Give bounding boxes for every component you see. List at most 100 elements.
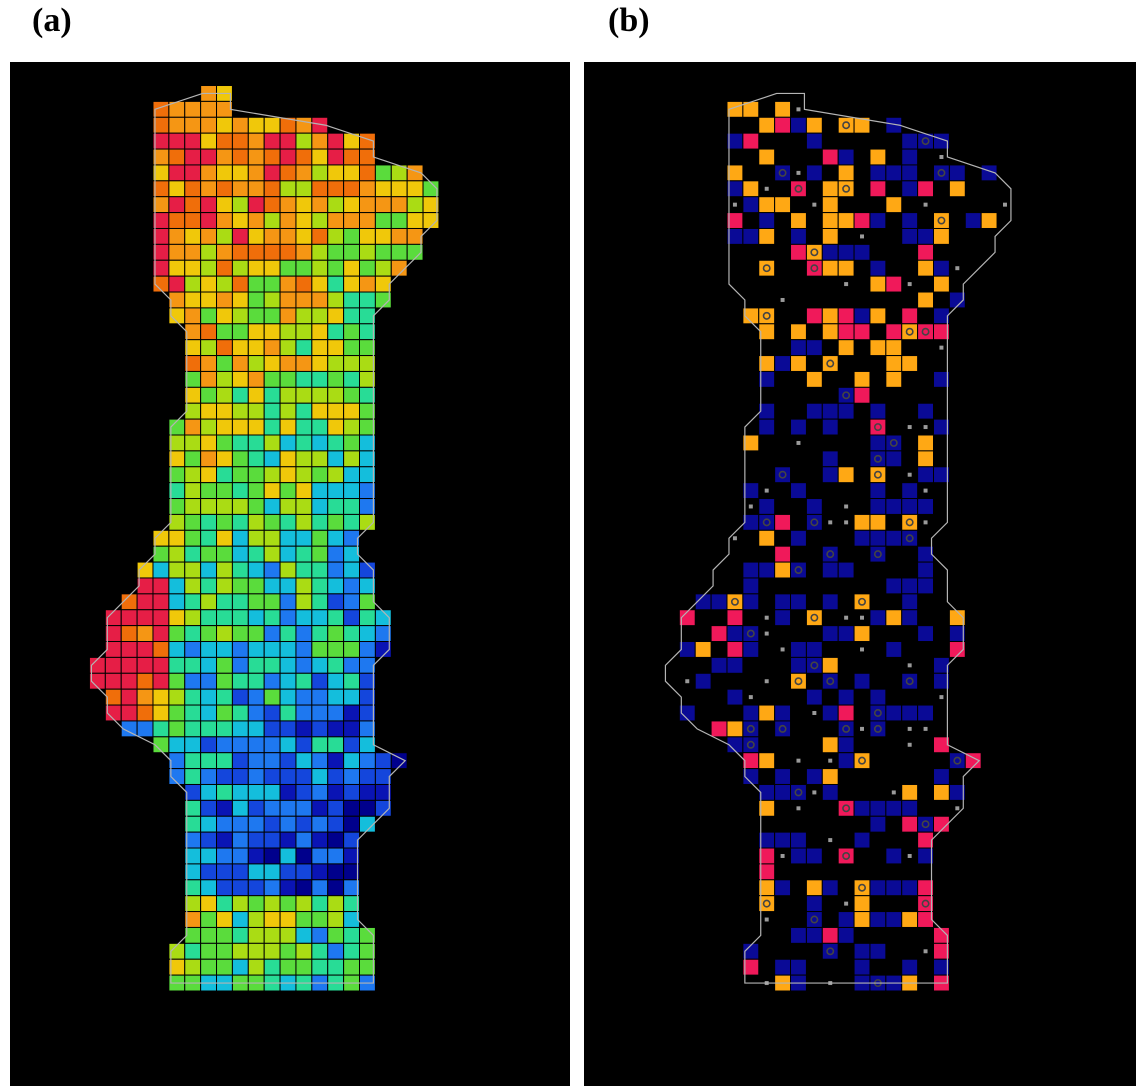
dot-marker: [764, 615, 769, 620]
grid-cell: [247, 736, 265, 754]
grid-cell: [184, 180, 202, 198]
dot-marker: [780, 853, 785, 858]
grid-cell: [231, 418, 249, 436]
dot-marker: [732, 202, 737, 207]
grid-cell: [821, 307, 839, 325]
circle-marker: [794, 677, 803, 686]
grid-cell: [247, 720, 265, 738]
grid-cell: [821, 418, 839, 436]
grid-cell: [359, 815, 376, 833]
dot-marker: [844, 520, 849, 525]
grid-cell: [247, 227, 265, 245]
dot-marker: [955, 806, 960, 811]
grid-cell: [216, 386, 233, 404]
grid-cell: [247, 212, 265, 229]
grid-cell: [263, 180, 281, 198]
grid-cell: [184, 720, 202, 738]
grid-cell: [247, 148, 265, 166]
grid-cell: [933, 212, 950, 229]
grid-cell: [359, 783, 376, 801]
dot-marker: [844, 504, 849, 509]
grid-cell: [120, 625, 138, 643]
grid-cell: [168, 529, 186, 547]
grid-cell: [853, 752, 871, 770]
grid-cell: [216, 212, 233, 229]
grid-cell: [200, 466, 218, 484]
grid-cell: [200, 227, 218, 245]
grid-cell: [231, 275, 249, 293]
grid-cell: [263, 879, 281, 897]
grid-cell: [311, 641, 329, 658]
grid-cell: [374, 227, 392, 245]
grid-cell: [216, 847, 233, 865]
grid-cell: [359, 275, 376, 293]
grid-cell: [390, 180, 408, 198]
grid-cell: [805, 339, 823, 357]
grid-cell: [184, 307, 202, 325]
grid-cell: [359, 212, 376, 229]
grid-cell: [216, 799, 233, 817]
dot-marker: [923, 202, 928, 207]
grid-cell: [247, 545, 265, 563]
grid-cell: [821, 926, 839, 944]
grid-cell: [184, 561, 202, 579]
grid-cell: [231, 339, 249, 357]
dot-marker: [796, 806, 801, 811]
grid-cell: [327, 355, 345, 372]
grid-cell: [216, 243, 233, 261]
grid-cell: [343, 942, 360, 960]
grid-cell: [184, 132, 202, 150]
grid-cell: [184, 942, 202, 960]
grid-cell: [279, 545, 297, 563]
grid-cell: [247, 768, 265, 785]
grid-cell: [343, 386, 360, 404]
grid-cell: [359, 513, 376, 531]
grid-cell: [885, 799, 903, 817]
grid-cell: [216, 498, 233, 515]
grid-cell: [837, 116, 855, 134]
grid-cell: [216, 355, 233, 372]
grid-cell: [184, 641, 202, 658]
grid-cell: [885, 434, 903, 452]
grid-cell: [279, 768, 297, 785]
grid-cell: [216, 768, 233, 785]
grid-cell: [200, 164, 218, 182]
grid-cell: [710, 656, 728, 674]
grid-cell: [295, 641, 313, 658]
grid-cell: [279, 386, 297, 404]
grid-cell: [869, 259, 887, 277]
grid-cell: [184, 243, 202, 261]
circle-marker: [842, 804, 851, 813]
grid-cell: [853, 625, 871, 643]
map-b-svg: [664, 92, 1012, 992]
grid-cell: [231, 370, 249, 388]
grid-cell: [279, 593, 297, 611]
grid-cell: [790, 847, 807, 865]
grid-cell: [247, 641, 265, 658]
grid-cell: [231, 768, 249, 785]
grid-cell: [742, 625, 760, 643]
grid-cell: [837, 212, 855, 229]
grid-cell: [311, 291, 329, 309]
grid-cell: [311, 736, 329, 754]
grid-cell: [295, 720, 313, 738]
grid-cell: [200, 180, 218, 198]
grid-cell: [279, 212, 297, 229]
grid-cell: [837, 402, 855, 420]
grid-cell: [805, 370, 823, 388]
grid-cell: [805, 116, 823, 134]
grid-cell: [216, 831, 233, 849]
grid-cell: [295, 402, 313, 420]
grid-cell: [311, 132, 329, 150]
grid-cell: [200, 339, 218, 357]
grid-cell: [837, 164, 855, 182]
grid-cell: [790, 227, 807, 245]
grid-cell: [837, 688, 855, 706]
circle-marker: [730, 597, 739, 606]
grid-cell: [263, 561, 281, 579]
grid-cell: [774, 100, 792, 118]
grid-cell: [837, 847, 855, 865]
grid-cell: [343, 418, 360, 436]
grid-cell: [168, 259, 186, 277]
grid-cell: [869, 609, 887, 627]
